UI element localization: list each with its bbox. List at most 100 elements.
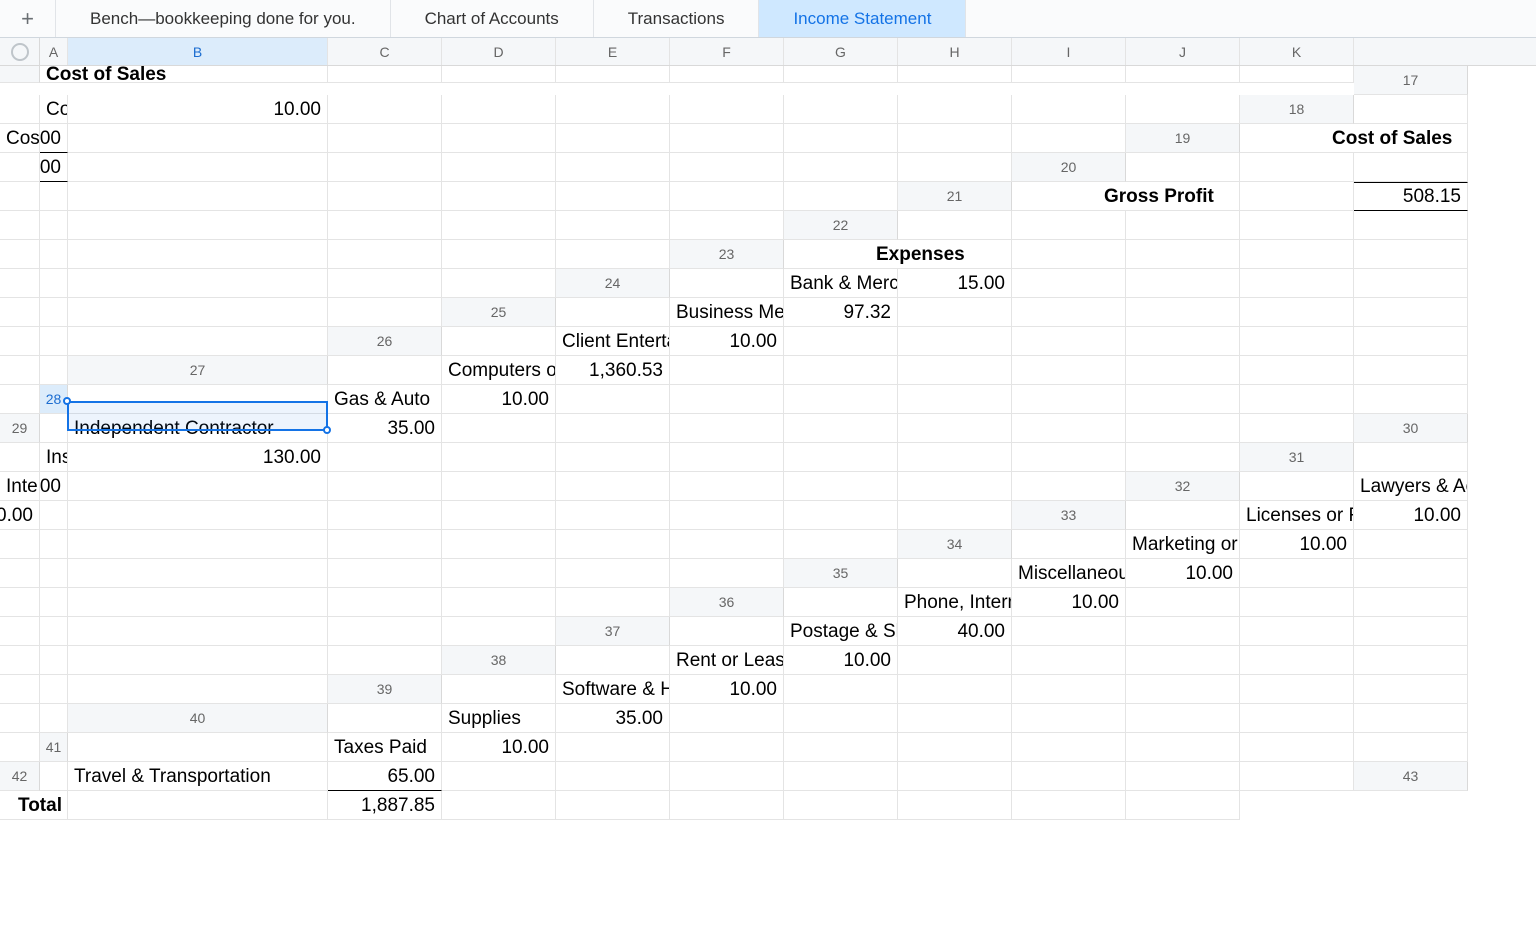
cell-r39-J[interactable] — [0, 704, 40, 733]
cell-r21-H[interactable] — [328, 211, 442, 240]
cell-r24-I[interactable] — [40, 298, 68, 327]
cell-r41-I[interactable] — [1126, 733, 1240, 762]
cell-partial-D[interactable] — [442, 66, 556, 83]
cell-r25-K[interactable] — [68, 327, 328, 356]
cell-r30-G[interactable] — [670, 443, 784, 472]
cell-r25-A[interactable] — [556, 298, 670, 327]
cell-r42-A[interactable] — [40, 762, 68, 791]
cell-r20-I[interactable] — [556, 182, 670, 211]
cell-r40-H[interactable] — [1126, 704, 1240, 733]
cell-r41-D[interactable] — [556, 733, 670, 762]
cell-r28-J[interactable] — [1240, 385, 1354, 414]
cell-r24-F[interactable] — [1240, 269, 1354, 298]
cell-r26-B[interactable]: Client Entertainment — [556, 327, 670, 356]
cell-r34-G[interactable] — [68, 559, 328, 588]
cell-r27-H[interactable] — [1126, 356, 1240, 385]
row-header-28[interactable]: 28 — [40, 385, 68, 414]
cell-r29-G[interactable] — [784, 414, 898, 443]
cell-r39-G[interactable] — [1126, 675, 1240, 704]
cell-partial-H[interactable] — [898, 66, 1012, 83]
row-header-37[interactable]: 37 — [556, 617, 670, 646]
cell-r17-K[interactable] — [1126, 95, 1240, 124]
cell-r37-E[interactable] — [1126, 617, 1240, 646]
cell-r25-J[interactable] — [40, 327, 68, 356]
cell-r30-F[interactable] — [556, 443, 670, 472]
cell-r37-J[interactable] — [68, 646, 328, 675]
cell-partial-J[interactable] — [1126, 66, 1240, 83]
cell-r40-K[interactable] — [0, 733, 40, 762]
cell-r36-I[interactable] — [68, 617, 328, 646]
cell-r34-J[interactable] — [556, 559, 670, 588]
cell-r23-C[interactable] — [1012, 240, 1126, 269]
cell-r38-A[interactable] — [556, 646, 670, 675]
cell-r17-E[interactable] — [442, 95, 556, 124]
cell-r32-E[interactable] — [68, 501, 328, 530]
cell-r24-G[interactable] — [1354, 269, 1468, 298]
cell-r43-G[interactable] — [670, 791, 784, 820]
cell-r20-H[interactable] — [442, 182, 556, 211]
cell-r37-K[interactable] — [328, 646, 442, 675]
cell-r30-I[interactable] — [898, 443, 1012, 472]
cell-r38-E[interactable] — [1012, 646, 1126, 675]
cell-r37-D[interactable] — [1012, 617, 1126, 646]
cell-r42-K[interactable] — [1240, 762, 1354, 791]
cell-r19-D[interactable]: 190.00 — [40, 153, 68, 182]
cell-r22-I[interactable] — [328, 240, 442, 269]
cell-partial-C[interactable] — [328, 66, 442, 83]
col-header-G[interactable]: G — [784, 38, 898, 65]
cell-r17-C[interactable]: 10.00 — [68, 95, 328, 124]
row-header-35[interactable]: 35 — [784, 559, 898, 588]
cell-r35-B[interactable]: Miscellaneous Expenses — [1012, 559, 1126, 588]
cell-r35-I[interactable] — [328, 588, 442, 617]
cell-r24-J[interactable] — [68, 298, 328, 327]
cell-r32-H[interactable] — [556, 501, 670, 530]
cell-r20-A[interactable] — [1126, 153, 1240, 182]
cell-r37-A[interactable] — [670, 617, 784, 646]
row-header-19[interactable]: 19 — [1126, 124, 1240, 153]
row-header-33[interactable]: 33 — [1012, 501, 1126, 530]
col-header-I[interactable]: I — [1012, 38, 1126, 65]
cell-r41-J[interactable] — [1240, 733, 1354, 762]
cell-partial-K[interactable] — [1240, 66, 1354, 83]
cell-r43-K[interactable] — [1126, 791, 1240, 820]
cell-r37-G[interactable] — [1354, 617, 1468, 646]
row-header-24[interactable]: 24 — [556, 269, 670, 298]
cell-r24-D[interactable] — [1012, 269, 1126, 298]
cell-r26-E[interactable] — [898, 327, 1012, 356]
cell-partial-F[interactable] — [670, 66, 784, 83]
cell-r43-I[interactable] — [898, 791, 1012, 820]
cell-r28-G[interactable] — [898, 385, 1012, 414]
row-header-22[interactable]: 22 — [784, 211, 898, 240]
cell-r38-D[interactable] — [898, 646, 1012, 675]
cell-r32-J[interactable] — [784, 501, 898, 530]
cell-r18-A[interactable] — [1354, 95, 1468, 124]
cell-r31-K[interactable] — [1012, 472, 1126, 501]
cell-r25-B[interactable]: Business Meals — [670, 298, 784, 327]
cell-r30-E[interactable] — [442, 443, 556, 472]
cell-r43-B[interactable]: Total Expenses — [12, 791, 68, 820]
cell-r34-F[interactable] — [40, 559, 68, 588]
cell-r38-J[interactable] — [40, 675, 68, 704]
cell-r36-F[interactable] — [1354, 588, 1468, 617]
cell-r33-H[interactable] — [442, 530, 556, 559]
cell-r25-F[interactable] — [1126, 298, 1240, 327]
cell-r18-B[interactable]: Cost of Service — [0, 124, 40, 153]
cell-r21-C[interactable] — [1240, 182, 1354, 211]
cell-r31-H[interactable] — [670, 472, 784, 501]
cell-r18-K[interactable] — [1012, 124, 1126, 153]
col-header-C[interactable]: C — [328, 38, 442, 65]
add-sheet-button[interactable]: + — [0, 0, 56, 37]
cell-r38-G[interactable] — [1240, 646, 1354, 675]
row-header-26[interactable]: 26 — [328, 327, 442, 356]
cell-r25-I[interactable] — [0, 327, 40, 356]
cell-r29-I[interactable] — [1012, 414, 1126, 443]
cell-r33-B[interactable]: Licenses or Fees — [1240, 501, 1354, 530]
cell-r20-G[interactable] — [328, 182, 442, 211]
cell-r43-F[interactable] — [556, 791, 670, 820]
cell-r23-E[interactable] — [1240, 240, 1354, 269]
cell-r30-K[interactable] — [1126, 443, 1240, 472]
sheet-tab-income-statement[interactable]: Income Statement — [759, 0, 966, 37]
cell-r42-I[interactable] — [1012, 762, 1126, 791]
cell-r27-K[interactable] — [0, 385, 40, 414]
cell-r34-C[interactable]: 10.00 — [1240, 530, 1354, 559]
